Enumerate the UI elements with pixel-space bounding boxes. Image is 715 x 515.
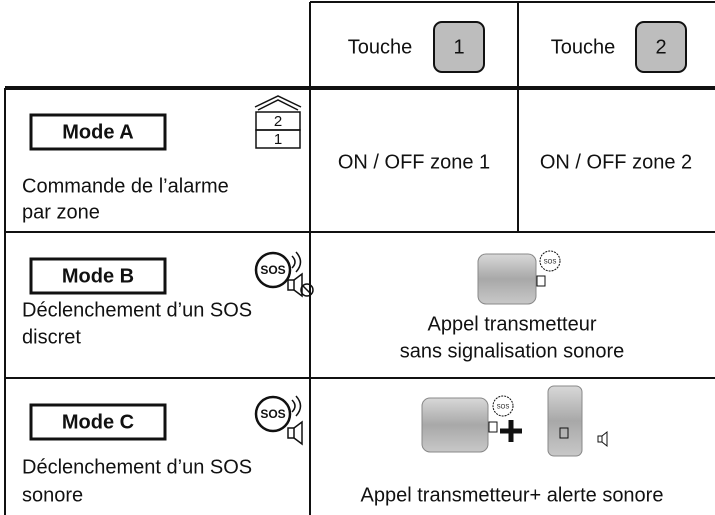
sos-icon — [254, 395, 292, 433]
sos-icon — [254, 251, 292, 289]
speaker-icon — [287, 395, 303, 446]
column-label: Touche — [551, 36, 616, 58]
device-label: SOS — [497, 405, 510, 411]
cell-text: ON / OFF zone 1 — [338, 151, 490, 173]
mode-box — [29, 257, 167, 295]
icon-label: 2 — [274, 113, 282, 130]
table-grid — [4, 1, 715, 515]
zone-icon — [254, 95, 302, 149]
key-icon — [635, 21, 687, 73]
mode-box — [29, 113, 167, 151]
key-label: 1 — [453, 36, 464, 58]
mode-box — [29, 403, 167, 441]
result-text: sans signalisation sonore — [400, 340, 625, 362]
description: Déclenchement d’un SOS — [22, 456, 252, 478]
speaker-icon — [597, 430, 608, 448]
speaker-muted-icon — [287, 251, 314, 298]
icon-label: SOS — [260, 263, 285, 277]
plug-icon — [488, 421, 498, 433]
key-label: 2 — [655, 36, 666, 58]
description: sonore — [22, 484, 83, 506]
transmitter-image — [421, 397, 489, 453]
transmitter-image — [477, 253, 537, 305]
mode-label: Mode A — [62, 121, 133, 143]
mode-label: Mode B — [62, 265, 134, 287]
plug-icon — [536, 275, 546, 287]
column-label: Touche — [348, 36, 413, 58]
result-text: Appel transmetteur+ alerte sonore — [361, 484, 664, 506]
siren-button — [559, 427, 569, 439]
device-label: SOS — [544, 260, 557, 266]
description: Commande de l’alarme — [22, 175, 229, 197]
key-icon — [433, 21, 485, 73]
sos-burst — [492, 395, 514, 417]
description: Déclenchement d’un SOS — [22, 299, 252, 321]
sos-burst — [539, 250, 561, 272]
description: discret — [22, 326, 81, 348]
icon-label: 1 — [274, 131, 282, 148]
result-text: Appel transmetteur — [428, 313, 597, 335]
plus-sign — [500, 420, 522, 442]
cell-text: ON / OFF zone 2 — [540, 151, 692, 173]
description: par zone — [22, 201, 100, 223]
icon-label: SOS — [260, 407, 285, 421]
siren-image — [547, 385, 583, 457]
mode-label: Mode C — [62, 411, 134, 433]
